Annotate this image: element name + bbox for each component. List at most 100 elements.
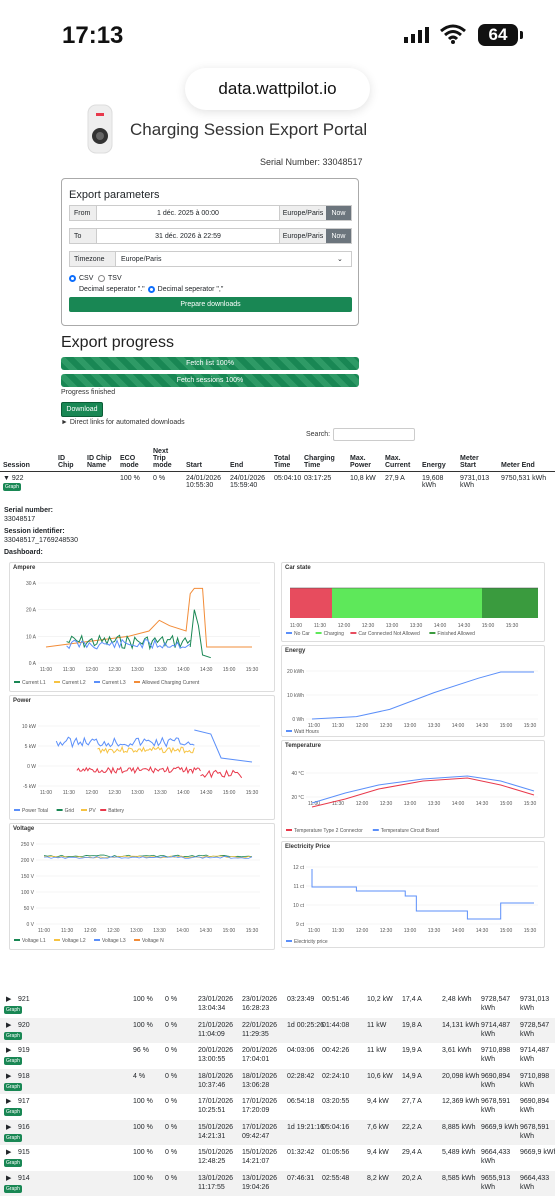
cell-charging: 01:05:56 (322, 1149, 350, 1156)
download-button[interactable]: Download (61, 402, 103, 417)
address-bar[interactable]: data.wattpilot.io (185, 68, 370, 110)
column-header[interactable]: Charging Time (301, 446, 347, 472)
column-header[interactable]: Next Trip mode (150, 446, 183, 472)
graph-badge[interactable]: Graph (4, 1031, 22, 1040)
table-row[interactable]: ▶ Graph 916 100 % 0 % 15/01/2026 14:21:31 17/0… (0, 1119, 555, 1145)
graph-badge[interactable]: Graph (4, 1057, 22, 1065)
x-tick-label: 14:30 (476, 723, 489, 729)
collapse-icon[interactable]: ▼ (3, 475, 10, 482)
export-heading: Export parameters (69, 189, 160, 201)
column-header[interactable]: Meter Start (457, 446, 498, 472)
legend-swatch (14, 809, 20, 811)
x-tick-label: 14:30 (200, 667, 213, 673)
csv-radio[interactable]: CSV (69, 275, 93, 282)
cell-mend: 9728,547 kWh (520, 1021, 550, 1038)
cell-session: 914 (18, 1174, 30, 1182)
expand-icon[interactable]: ▶ (6, 1021, 12, 1029)
column-header[interactable]: End (227, 446, 271, 472)
table-row-expanded[interactable]: ▼ 922 Graph 100 % 0 % 24/01/2026 10:55:30… (0, 472, 555, 495)
x-tick-label: 13:30 (153, 928, 166, 934)
expand-icon[interactable]: ▶ (6, 996, 12, 1003)
voltage-title: Voltage (13, 826, 35, 832)
cell-current: 19,9 A (402, 1047, 422, 1054)
cell-current: 14,9 A (402, 1072, 422, 1080)
cell-energy: 14,131 kWh (442, 1021, 480, 1029)
direct-links-toggle[interactable]: ► Direct links for automated downloads (61, 419, 185, 426)
tsv-radio[interactable]: TSV (98, 275, 122, 282)
cell-mend: 9678,591 kWh (520, 1123, 550, 1140)
table-row[interactable]: ▶ Graph 920 100 % 0 % 21/01/2026 11:04:09 22/0… (0, 1017, 555, 1043)
prepare-downloads-button[interactable]: Prepare downloads (69, 297, 352, 312)
cell-power: 10,8 kW (350, 475, 376, 482)
decimal-dot-radio[interactable]: Decimal seperator "." Decimal seperator "… (79, 286, 223, 293)
expand-icon[interactable]: ▶ (6, 1047, 12, 1054)
column-header[interactable]: ECO mode (117, 446, 150, 472)
from-row: From 1 déc. 2025 à 00:00 Europe/Paris No… (69, 205, 352, 221)
table-row[interactable]: ▶ Graph 915 100 % 0 % 15/01/2026 12:48:25 15/0… (0, 1145, 555, 1170)
table-row[interactable]: ▶ Graph 914 100 % 0 % 13/01/2026 11:17:55 13/0… (0, 1170, 555, 1196)
graph-badge[interactable]: Graph (4, 1108, 22, 1116)
cell-start: 15/01/2026 12:48:25 (198, 1149, 234, 1165)
cell-trip: 0 % (153, 475, 166, 482)
table-row[interactable]: ▶ Graph 921 100 % 0 % 23/01/2026 13:04:34 23/0… (0, 992, 555, 1017)
legend-item: Electricity price (294, 939, 328, 945)
graph-badge[interactable]: Graph (4, 1006, 22, 1014)
cell-trip: 0 % (165, 1098, 178, 1105)
y-tick-label: 200 V (21, 858, 35, 864)
timezone-select[interactable]: Europe/Paris (121, 255, 162, 263)
x-tick-label: 14:30 (200, 790, 213, 796)
legend-swatch (94, 681, 100, 683)
expand-icon[interactable]: ▶ (6, 1123, 12, 1131)
column-header[interactable]: Energy (419, 446, 457, 472)
graph-badge[interactable]: Graph (4, 1082, 22, 1091)
y-tick-label: 250 V (21, 842, 35, 848)
graph-badge[interactable]: Graph (4, 1159, 22, 1167)
x-tick-label: 14:00 (452, 928, 465, 934)
session-id-label: Session identifier: (4, 528, 65, 535)
cell-mend: 9690,894 kWh (520, 1098, 550, 1114)
legend-swatch (54, 939, 60, 941)
column-header[interactable]: Max. Power (347, 446, 382, 472)
to-now-button[interactable]: Now (326, 229, 351, 243)
cell-mend: 9710,898 kWh (520, 1072, 550, 1089)
x-tick-label: 15:00 (223, 790, 236, 796)
expand-icon[interactable]: ▶ (6, 1174, 12, 1182)
x-tick-label: 15:00 (500, 801, 513, 807)
power-total-tail (194, 729, 253, 763)
graph-badge[interactable]: Graph (4, 1184, 22, 1193)
cell-mstart: 9710,898 kWh (481, 1047, 511, 1063)
state-finished (482, 588, 492, 618)
cell-start: 15/01/2026 14:21:31 (198, 1123, 234, 1140)
x-tick-label: 14:00 (452, 801, 465, 807)
expand-icon[interactable]: ▶ (6, 1098, 12, 1105)
table-row[interactable]: ▶ Graph 917 100 % 0 % 17/01/2026 10:25:51 17/0… (0, 1094, 555, 1119)
cell-eco: 96 % (133, 1047, 149, 1054)
column-header[interactable]: ID Chip (55, 446, 84, 472)
state-not-allowed (290, 588, 332, 618)
to-input[interactable]: 31 déc. 2026 à 22:59 (155, 232, 221, 240)
from-now-button[interactable]: Now (326, 206, 351, 220)
from-timezone: Europe/Paris (279, 206, 326, 220)
cell-power: 9,4 kW (367, 1098, 389, 1105)
legend-swatch (134, 939, 140, 941)
y-tick-label: 0 W (27, 764, 36, 770)
cell-start: 13/01/2026 11:17:55 (198, 1174, 234, 1191)
cell-total: 06:54:18 (287, 1098, 315, 1105)
x-tick-label: 12:30 (108, 667, 121, 673)
column-header[interactable]: Total Time (271, 446, 301, 472)
table-row[interactable]: ▶ Graph 919 96 % 0 % 20/01/2026 13:00:55 20/01… (0, 1043, 555, 1068)
column-header[interactable]: Max. Current (382, 446, 419, 472)
column-header[interactable]: ID Chip Name (84, 446, 117, 472)
column-header[interactable]: Meter End (498, 446, 555, 472)
cell-end: 18/01/2026 13:06:28 (242, 1072, 278, 1089)
column-header[interactable]: Session (0, 446, 55, 472)
search-input[interactable] (333, 428, 415, 441)
x-tick-label: 13:00 (404, 723, 417, 729)
table-row[interactable]: ▶ Graph 918 4 % 0 % 18/01/2026 10:37:46 18/01/… (0, 1068, 555, 1094)
expand-icon[interactable]: ▶ (6, 1149, 12, 1156)
column-header[interactable]: Start (183, 446, 227, 472)
graph-badge[interactable]: Graph (3, 483, 21, 491)
from-input[interactable]: 1 déc. 2025 à 00:00 (157, 209, 219, 217)
graph-badge[interactable]: Graph (4, 1133, 22, 1142)
expand-icon[interactable]: ▶ (6, 1072, 12, 1080)
